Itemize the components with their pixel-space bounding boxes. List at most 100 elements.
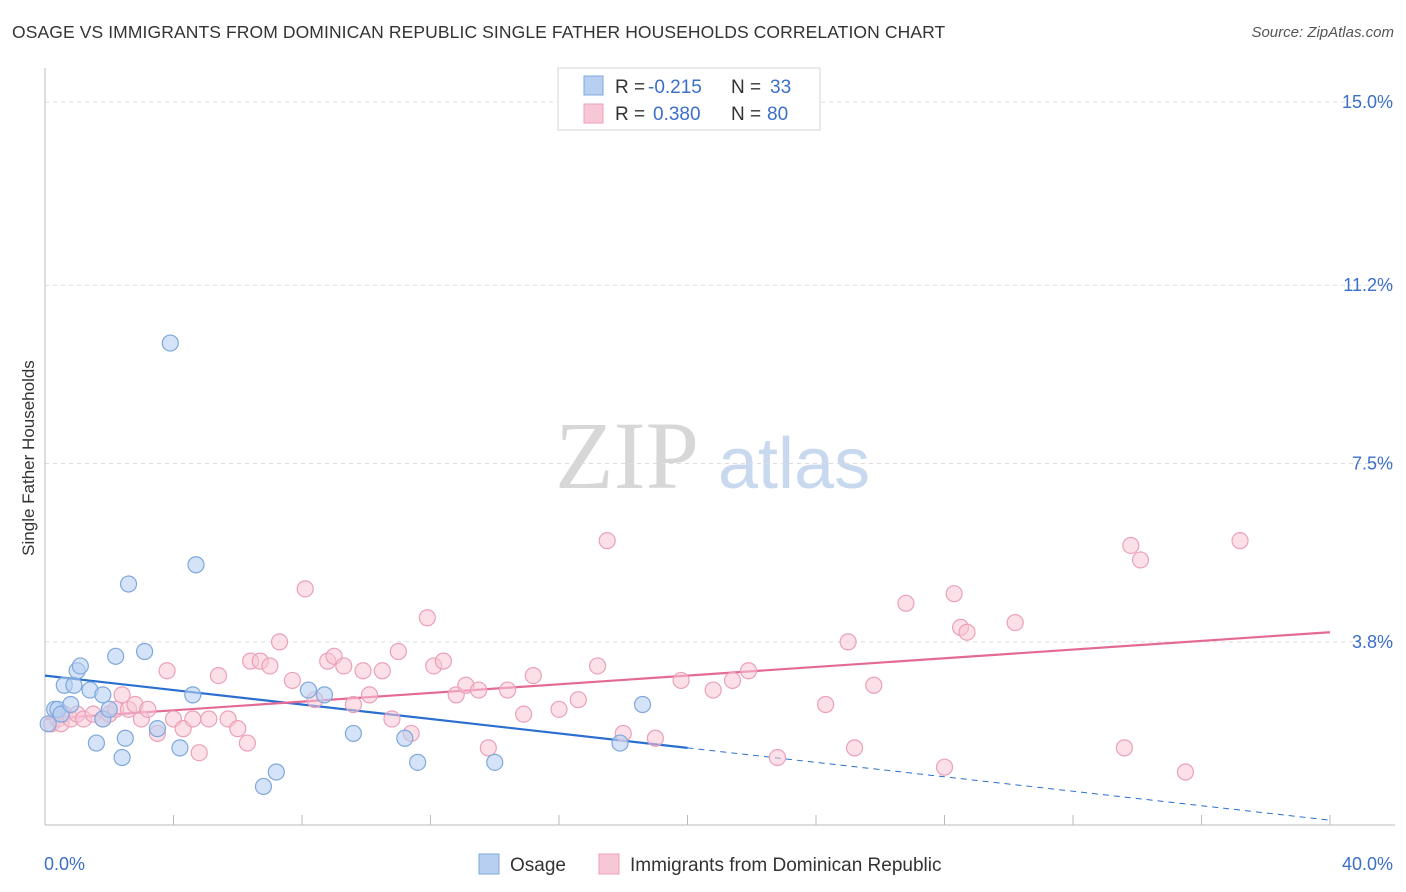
dominican-point-60 (672, 671, 690, 690)
dominican-point-32 (296, 580, 314, 598)
osage-point-32 (611, 734, 629, 752)
legend-n-label-1: N = (731, 77, 761, 98)
dominican-point-30 (270, 633, 289, 651)
y-axis-title: Single Father Households (19, 360, 38, 556)
dominican-point-69 (897, 594, 915, 612)
osage-point-20 (161, 334, 179, 352)
dominican-point-71 (945, 585, 963, 603)
y-tick-label-3: 15.0% (1342, 92, 1393, 112)
dominican-point-11 (113, 686, 131, 704)
dominican-point-74 (1006, 613, 1024, 632)
dominican-point-57 (598, 532, 616, 550)
dominican-point-22 (200, 710, 218, 728)
y-tick-label-2: 11.2% (1343, 275, 1393, 295)
osage-point-14 (107, 647, 125, 665)
osage-point-29 (396, 729, 414, 747)
osage-point-8 (71, 657, 89, 675)
dominican-point-25 (229, 720, 247, 738)
bottom-legend-dominican: Immigrants from Dominican Republic (630, 855, 942, 876)
dominican-point-17 (158, 662, 176, 680)
osage-point-30 (409, 753, 427, 771)
osage-point-13 (100, 700, 118, 718)
dominican-point-36 (335, 657, 353, 675)
osage-point-18 (135, 642, 154, 661)
dominican-point-56 (588, 657, 607, 675)
osage-trend-line (44, 674, 688, 749)
osage-point-21 (171, 739, 189, 757)
osage-point-27 (315, 686, 334, 704)
osage-point-28 (344, 724, 362, 743)
dominican-point-20 (184, 710, 202, 728)
dominican-point-39 (360, 686, 379, 704)
data-points (39, 334, 1249, 796)
dominican-point-40 (373, 662, 391, 680)
tick-labels: 3.8% 7.5% 11.2% 15.0% 0.0% 40.0% (44, 92, 1393, 874)
dominican-point-70 (935, 758, 954, 776)
osage-point-22 (184, 686, 202, 704)
dominican-point-63 (739, 662, 758, 680)
dominican-point-51 (499, 681, 517, 699)
legend-n-label-2: N = (731, 104, 761, 125)
osage-point-17 (119, 575, 138, 593)
legend-n-value-1: 33 (770, 77, 791, 98)
dominican-point-29 (261, 657, 279, 675)
dominican-point-42 (389, 642, 407, 661)
legend-swatch-osage (583, 75, 604, 96)
osage-point-5 (62, 695, 80, 714)
dominican-point-59 (646, 729, 664, 747)
legend-top: R = -0.215 N = 33 R = 0.380 N = 80 (557, 67, 821, 131)
dominican-point-38 (354, 662, 372, 680)
osage-point-0 (39, 715, 57, 733)
osage-point-33 (633, 695, 652, 714)
dominican-point-62 (723, 671, 742, 690)
legend-r-label-1: R = (615, 77, 645, 98)
osage-point-11 (94, 686, 112, 704)
source-label: Source: ZipAtlas.com (1251, 24, 1394, 41)
dominican-point-21 (190, 744, 208, 762)
osage-point-26 (299, 681, 318, 699)
legend-r-label-2: R = (615, 104, 645, 125)
dominican-point-55 (569, 691, 587, 709)
dominican-point-77 (1131, 551, 1150, 569)
watermark: ZIP atlas (555, 402, 870, 509)
dominican-point-23 (209, 666, 228, 685)
dominican-point-76 (1122, 536, 1140, 555)
legend-r-value-1: -0.215 (648, 77, 702, 98)
bottom-legend-osage: Osage (510, 855, 566, 876)
osage-point-10 (87, 734, 106, 752)
dominican-point-44 (418, 609, 436, 627)
dominican-point-46 (434, 652, 452, 670)
gridlines (45, 101, 1395, 643)
legend-n-value-2: 80 (767, 104, 788, 125)
dominican-point-73 (958, 623, 976, 641)
dominican-point-66 (839, 633, 857, 651)
dominican-point-31 (283, 671, 301, 690)
dominican-point-26 (238, 734, 256, 752)
osage-trend-extension (687, 747, 1331, 821)
dominican-point-54 (550, 700, 568, 718)
dominican-point-52 (515, 705, 533, 723)
dominican-point-75 (1115, 739, 1134, 757)
legend-bottom: Osage Immigrants from Dominican Republic (478, 853, 942, 876)
dominican-point-65 (817, 695, 835, 714)
osage-point-15 (113, 748, 131, 767)
chart-title: OSAGE VS IMMIGRANTS FROM DOMINICAN REPUB… (12, 22, 946, 42)
dominican-point-41 (383, 710, 401, 728)
dominican-point-78 (1176, 763, 1195, 781)
osage-point-6 (65, 676, 83, 694)
legend-r-value-2: 0.380 (653, 104, 701, 125)
dominican-point-61 (704, 681, 722, 699)
dominican-point-79 (1231, 532, 1249, 550)
osage-point-25 (267, 763, 285, 781)
watermark-zip: ZIP (555, 402, 699, 509)
y-tick-label-0: 3.8% (1352, 632, 1393, 652)
dominican-point-49 (470, 681, 488, 699)
axes (44, 68, 1395, 826)
bottom-legend-swatch-osage (478, 853, 500, 875)
legend-swatch-dominican (583, 103, 604, 124)
osage-point-24 (254, 777, 273, 796)
dominican-point-67 (845, 739, 864, 757)
osage-point-23 (187, 556, 205, 574)
bottom-legend-swatch-dominican (598, 853, 620, 875)
